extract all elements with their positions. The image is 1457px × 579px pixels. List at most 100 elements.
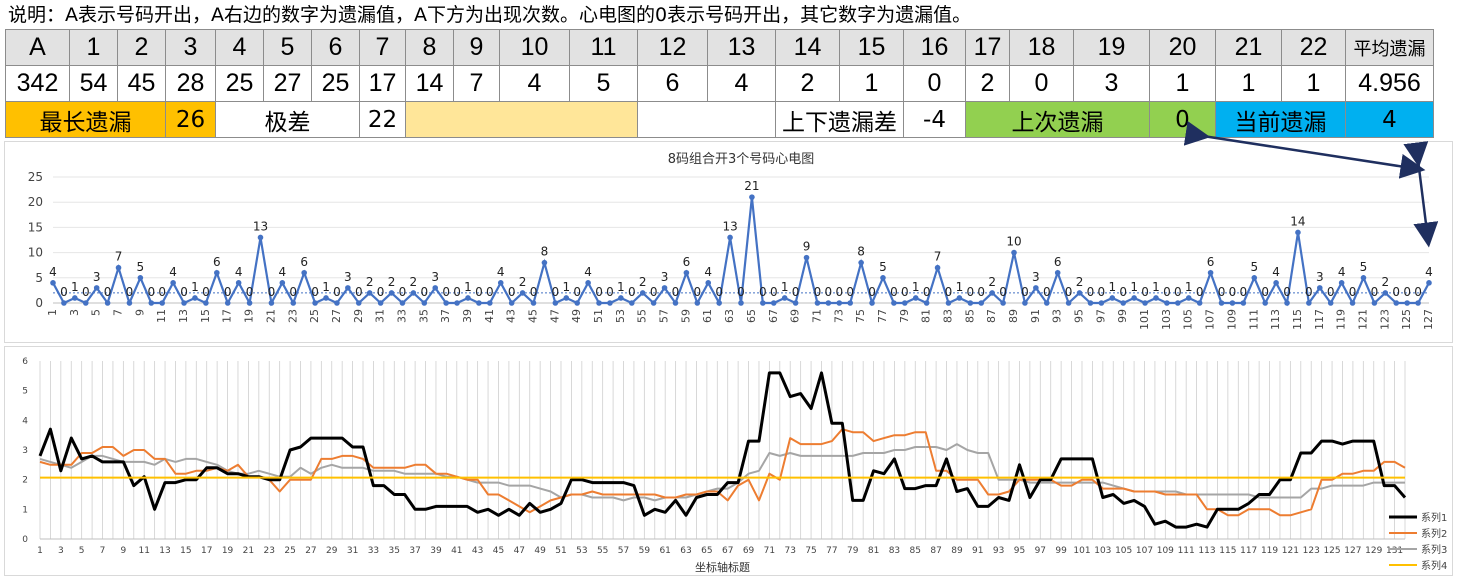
value-cell: 4 <box>499 65 570 102</box>
data-point <box>891 300 897 306</box>
x-tick-label: 29 <box>326 546 338 556</box>
x-tick-label: 47 <box>548 309 561 323</box>
data-label: 0 <box>202 285 210 299</box>
data-label: 0 <box>814 285 822 299</box>
legend-label: 系列3 <box>1421 543 1447 556</box>
data-label: 1 <box>1130 280 1138 294</box>
data-label: 5 <box>137 260 145 274</box>
data-label: 14 <box>1290 214 1305 228</box>
x-tick-label: 85 <box>910 546 921 556</box>
data-label: 0 <box>672 285 680 299</box>
data-point <box>902 300 908 306</box>
data-label: 0 <box>1229 285 1237 299</box>
x-tick-label: 49 <box>534 546 546 556</box>
data-label: 0 <box>180 285 188 299</box>
data-label: 0 <box>1392 285 1400 299</box>
data-point <box>858 259 864 266</box>
header-cell: 22 <box>1281 29 1346 66</box>
data-label: 1 <box>1185 280 1193 294</box>
x-tick-label: 45 <box>527 309 540 323</box>
data-label: 0 <box>901 285 909 299</box>
x-tick-label: 121 <box>1356 309 1369 330</box>
data-point <box>235 280 242 286</box>
data-label: 0 <box>1305 285 1313 299</box>
y-tick-label: 5 <box>35 271 43 285</box>
data-label: 9 <box>803 240 811 254</box>
x-tick-label: 7 <box>100 546 106 556</box>
data-point <box>672 300 679 306</box>
data-label: 0 <box>1240 285 1248 299</box>
data-point <box>257 234 264 241</box>
data-label: 3 <box>661 270 669 284</box>
data-point <box>345 285 351 291</box>
data-label: 4 <box>279 265 287 279</box>
data-point <box>126 300 133 306</box>
header-cell: 19 <box>1073 29 1150 66</box>
data-label: 0 <box>268 285 276 299</box>
value-cell: 0 <box>903 65 966 102</box>
header-cell: 11 <box>569 29 638 66</box>
data-point <box>1196 300 1203 306</box>
data-point <box>563 295 570 301</box>
data-label: 4 <box>1272 265 1280 279</box>
data-point <box>1011 249 1017 256</box>
x-tick-label: 61 <box>659 546 670 556</box>
x-tick-label: 105 <box>1182 309 1195 330</box>
x-tick-label: 5 <box>90 309 103 316</box>
x-tick-label: 121 <box>1282 546 1299 556</box>
x-tick-label: 103 <box>1094 546 1111 556</box>
header-cell: 21 <box>1215 29 1282 66</box>
x-tick-label: 19 <box>243 309 256 323</box>
data-label: 0 <box>835 285 843 299</box>
data-point <box>1000 300 1006 306</box>
data-point <box>814 300 821 306</box>
data-label: 0 <box>595 285 603 299</box>
data-point <box>607 300 613 306</box>
x-tick-label: 67 <box>722 546 733 556</box>
ecg-chart-panel: 8码组合开3个号码心电图 0 5 10 15 20 25 4 0 1 0 3 0 7 0 5 0 0 4 0 1 0 6 0 4… <box>4 141 1453 343</box>
data-point <box>1360 275 1367 281</box>
data-label: 0 <box>1163 285 1171 299</box>
x-tick-label: 57 <box>618 546 629 556</box>
data-label: 1 <box>912 280 920 294</box>
data-label: 1 <box>562 280 570 294</box>
value-cell: 25 <box>215 65 264 102</box>
data-label: 3 <box>93 270 101 284</box>
data-label: 0 <box>1403 285 1411 299</box>
header-cell: 13 <box>707 29 776 66</box>
data-label: 0 <box>355 285 363 299</box>
data-point <box>1185 295 1192 301</box>
x-tick-label: 119 <box>1335 309 1348 330</box>
data-label: 0 <box>1087 285 1095 299</box>
y-tick-label: 0 <box>22 535 28 545</box>
data-point <box>1164 300 1170 306</box>
current-omission-label: 当前遗漏 <box>1215 101 1346 138</box>
data-point <box>1262 300 1268 306</box>
data-point <box>628 300 635 306</box>
y-tick-label: 0 <box>35 296 43 310</box>
data-label: 0 <box>890 285 898 299</box>
x-tick-label: 9 <box>120 546 126 556</box>
data-label: 2 <box>639 275 647 289</box>
data-point <box>694 300 701 306</box>
data-label: 4 <box>235 265 243 279</box>
data-point <box>301 269 307 276</box>
x-tick-label: 25 <box>308 309 321 323</box>
data-point <box>148 300 155 306</box>
data-label: 0 <box>1414 285 1422 299</box>
x-tick-label: 45 <box>493 546 504 556</box>
y-tick-label: 1 <box>22 505 28 515</box>
data-point <box>279 280 286 286</box>
data-label: 0 <box>770 285 778 299</box>
data-point <box>650 300 657 306</box>
header-cell: 3 <box>165 29 216 66</box>
x-tick-label: 7 <box>112 309 125 316</box>
data-label: 0 <box>333 285 341 299</box>
data-label: 4 <box>704 265 712 279</box>
x-tick-label: 33 <box>395 309 408 323</box>
x-tick-label: 61 <box>701 309 714 323</box>
data-point <box>967 300 974 306</box>
x-tick-label: 1 <box>37 546 43 556</box>
data-label: 0 <box>868 285 876 299</box>
